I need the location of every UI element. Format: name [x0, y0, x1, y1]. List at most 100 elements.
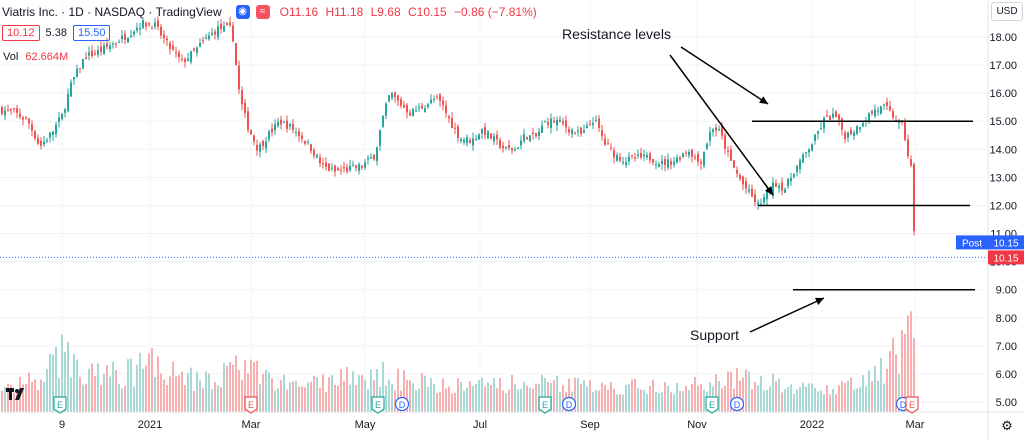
- wave-icon[interactable]: ≈: [255, 5, 270, 19]
- volume-bar: [796, 389, 798, 412]
- resistance-arrow-2-head: [765, 186, 773, 195]
- volume-bar: [169, 376, 171, 412]
- earnings-marker-icon[interactable]: E: [538, 396, 552, 414]
- candle-body: [484, 127, 486, 136]
- volume-bar: [286, 389, 288, 412]
- candle-body: [370, 157, 372, 159]
- symbol-title[interactable]: Viatris Inc. · 1D · NASDAQ · TradingView: [2, 5, 222, 19]
- volume-bar: [592, 392, 594, 412]
- earnings-marker-icon[interactable]: E: [244, 396, 258, 414]
- candle-body: [151, 28, 153, 30]
- earnings-marker-icon[interactable]: E: [705, 396, 719, 414]
- volume-bar: [634, 378, 636, 412]
- volume-bar: [862, 375, 864, 412]
- volume-bar: [763, 390, 765, 412]
- candle-body: [886, 102, 888, 106]
- volume-bar: [241, 379, 243, 412]
- ask-price[interactable]: 15.50: [72, 25, 111, 41]
- earnings-marker-icon[interactable]: E: [53, 396, 67, 414]
- candle-body: [94, 53, 96, 55]
- dividend-marker-shape: [729, 396, 745, 412]
- earnings-marker-shape: [538, 396, 552, 414]
- candle-body: [682, 153, 684, 158]
- volume-bar: [352, 371, 354, 412]
- volume-bar: [865, 386, 867, 412]
- volume-bar: [880, 358, 882, 412]
- candle-body: [595, 119, 597, 121]
- candle-body: [907, 139, 909, 157]
- candle-body: [586, 125, 588, 128]
- volume-bar: [397, 368, 399, 412]
- candle-body: [61, 113, 63, 120]
- bid-price[interactable]: 10.12: [2, 25, 40, 41]
- volume-bar: [769, 386, 771, 412]
- candle-body: [334, 165, 336, 172]
- candle-body: [853, 132, 855, 137]
- volume-bar: [685, 385, 687, 412]
- candle-body: [76, 68, 78, 77]
- marker-glyph: E: [57, 400, 63, 410]
- candle-body: [874, 109, 876, 117]
- volume-bar: [388, 379, 390, 412]
- volume-bar: [67, 341, 69, 412]
- visibility-icon[interactable]: ◉: [235, 5, 250, 19]
- settings-icon[interactable]: ⚙: [1001, 418, 1013, 433]
- candle-body: [706, 143, 708, 149]
- candle-body: [631, 154, 633, 157]
- candle-body: [904, 121, 906, 140]
- y-tick-label-10: 8.00: [996, 313, 1017, 325]
- low-value: L9.68: [370, 5, 401, 19]
- volume-bar: [610, 382, 612, 412]
- dividend-marker-icon[interactable]: D: [561, 396, 577, 412]
- earnings-marker-icon[interactable]: E: [905, 396, 919, 414]
- volume-bar: [493, 377, 495, 412]
- candle-body: [532, 132, 534, 134]
- volume-bar: [688, 390, 690, 412]
- volume-bar: [868, 370, 870, 412]
- volume-bar: [655, 391, 657, 412]
- candle-body: [136, 27, 138, 31]
- dividend-marker-icon[interactable]: D: [394, 396, 410, 412]
- volume-bar: [913, 338, 915, 412]
- earnings-marker-icon[interactable]: E: [371, 396, 385, 414]
- volume-bar: [181, 371, 183, 412]
- volume-bar: [766, 389, 768, 412]
- currency-selector[interactable]: USD: [991, 2, 1023, 21]
- volume-bar: [130, 358, 132, 412]
- volume-bar: [595, 390, 597, 412]
- candle-body: [169, 43, 171, 49]
- candle-body: [298, 131, 300, 137]
- volume-bar: [679, 391, 681, 412]
- resistance-arrow-1-head: [759, 96, 768, 104]
- volume-bar: [22, 384, 24, 412]
- marker-glyph: E: [375, 400, 381, 410]
- volume-bar: [643, 389, 645, 412]
- volume-bar: [103, 373, 105, 412]
- y-tick-label-12: 6.00: [996, 369, 1017, 381]
- volume-bar: [64, 351, 66, 412]
- volume-bar: [7, 383, 9, 412]
- volume-bar: [412, 383, 414, 412]
- support-arrow-head: [815, 297, 824, 305]
- volume-bar: [37, 389, 39, 412]
- volume-bar: [154, 376, 156, 412]
- candle-body: [574, 132, 576, 134]
- candle-body: [844, 132, 846, 139]
- dividend-marker-icon[interactable]: D: [729, 396, 745, 412]
- volume-bar: [343, 381, 345, 412]
- volume-bar: [274, 390, 276, 412]
- candle-body: [406, 105, 408, 113]
- volume-bar: [202, 388, 204, 412]
- volume-bar: [34, 379, 36, 412]
- candle-body: [514, 149, 516, 151]
- close-value: C10.15: [408, 5, 447, 19]
- volume-bar: [883, 383, 885, 412]
- volume-bar: [817, 391, 819, 412]
- volume-bar: [775, 381, 777, 412]
- candle-body: [616, 155, 618, 161]
- candle-body: [415, 110, 417, 112]
- volume-bar: [418, 388, 420, 412]
- volume-bar: [244, 360, 246, 412]
- volume-bar: [748, 371, 750, 412]
